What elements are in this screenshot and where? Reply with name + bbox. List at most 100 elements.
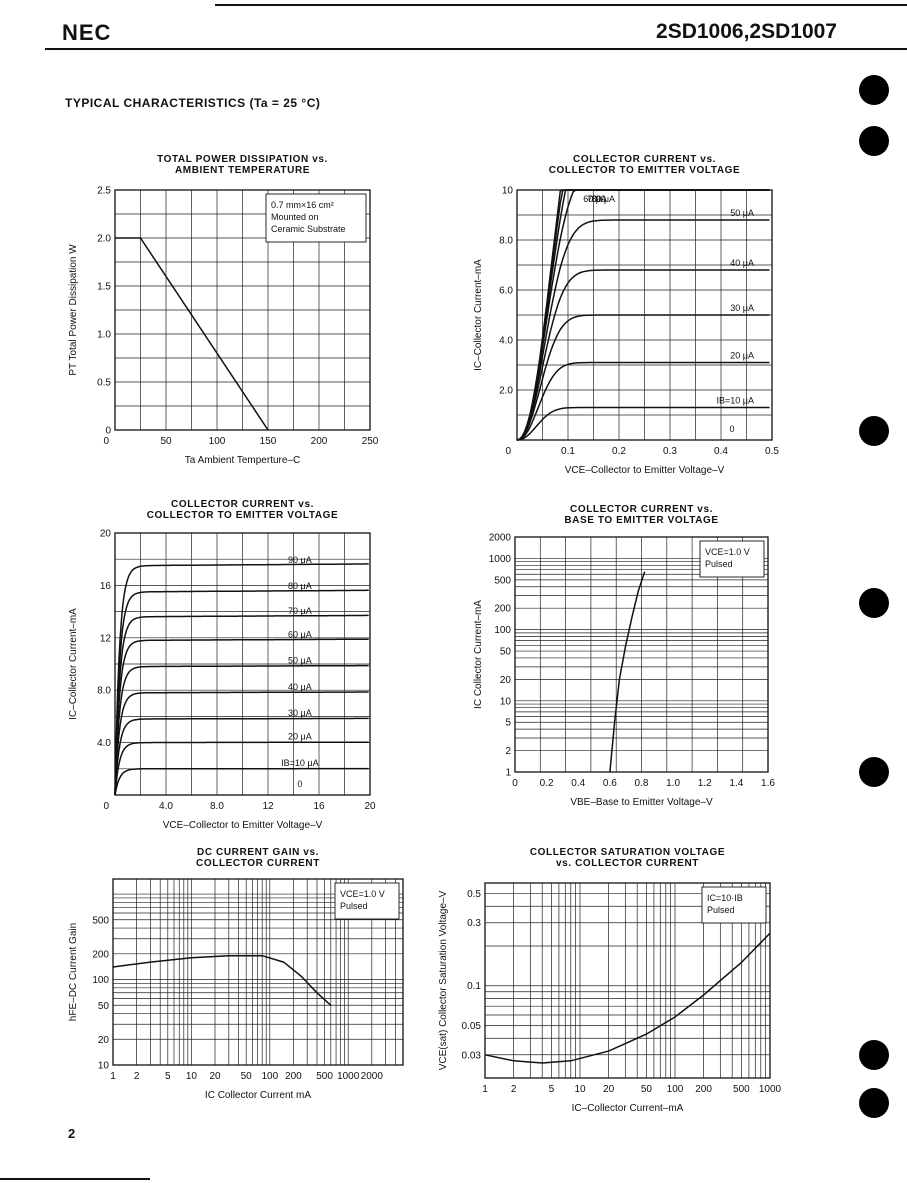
curve-ib-3 (516, 269, 770, 441)
curve-ib-7 (114, 589, 369, 796)
data-curve-0 (609, 571, 646, 773)
x-tick-label: 10 (186, 1071, 198, 1082)
x-tick-label: 12 (262, 801, 274, 812)
x-tick-label: 200 (285, 1071, 302, 1082)
note-box: VCE=1.0 V Pulsed (699, 540, 765, 578)
note-text: VCE=1.0 V (705, 547, 750, 557)
note-box: IC=10·IB Pulsed (701, 886, 767, 924)
curve-ib-2 (114, 717, 369, 796)
y-tick-label: 0.1 (467, 981, 481, 992)
ic-vce-high-chart: COLLECTOR CURRENT vs.COLLECTOR TO EMITTE… (68, 499, 376, 831)
curve-label: IB=10 μA (281, 758, 318, 768)
chart-title: vs. COLLECTOR CURRENT (556, 858, 699, 869)
curve-ib-0 (516, 406, 770, 441)
x-tick-label: 10 (574, 1084, 586, 1095)
punch-hole-icon (859, 588, 889, 618)
y-axis-label: VCE(sat) Collector Saturation Voltage–V (438, 890, 449, 1070)
x-tick-label: 20 (209, 1071, 221, 1082)
chart-title: COLLECTOR CURRENT vs. (570, 504, 713, 515)
punch-hole-icon (859, 416, 889, 446)
x-tick-label: 0.4 (714, 446, 728, 457)
x-tick-label: 5 (549, 1084, 555, 1095)
x-tick-label: 20 (603, 1084, 615, 1095)
y-axis-label: PT Total Power Dissipation W (68, 244, 79, 376)
note-text: 0.7 mm×16 cm² (271, 200, 334, 210)
ic-vce-low-chart: COLLECTOR CURRENT vs.COLLECTOR TO EMITTE… (473, 154, 779, 476)
y-tick-label: 10 (500, 696, 512, 707)
x-tick-label: 100 (261, 1071, 278, 1082)
y-tick-label: 5 (505, 718, 511, 729)
y-tick-label: 100 (494, 625, 511, 636)
y-tick-label: 1.0 (97, 330, 111, 341)
note-frame (699, 540, 765, 578)
x-tick-label: 200 (311, 436, 328, 447)
curve-ib-3 (114, 691, 369, 796)
curve-ib-2 (516, 314, 770, 441)
y-tick-label: 0.3 (467, 918, 481, 929)
y-tick-label: 4.0 (499, 336, 513, 347)
curve-label: 20 μA (730, 351, 754, 361)
curve-ib-0 (114, 767, 369, 796)
x-tick-label: 100 (209, 436, 226, 447)
y-tick-label: 2 (505, 746, 511, 757)
y-tick-label: 200 (92, 949, 109, 960)
dc-current-gain-chart: DC CURRENT GAIN vs.COLLECTOR CURRENT 1 2 5 1… (68, 847, 404, 1101)
x-axis-label: VCE–Collector to Emitter Voltage–V (163, 820, 323, 831)
y-tick-label: 100 (92, 975, 109, 986)
x-tick-label: 4.0 (159, 801, 173, 812)
origin-label: 0 (103, 436, 109, 447)
page-number: 2 (68, 1126, 76, 1141)
note-box: VCE=1.0 V Pulsed (334, 882, 400, 920)
y-tick-label: 6.0 (499, 286, 513, 297)
x-tick-label: 8.0 (210, 801, 224, 812)
origin-label: 0 (103, 801, 109, 812)
x-tick-label: 0.8 (635, 778, 649, 789)
x-tick-label: 1000 (759, 1084, 782, 1095)
brand-logo: NEC (62, 20, 112, 45)
curve-ib-1 (516, 361, 770, 441)
note-text: VCE=1.0 V (340, 889, 385, 899)
x-tick-label: 0.3 (663, 446, 677, 457)
curve-label: 30 μA (730, 303, 754, 313)
x-tick-label: 250 (362, 436, 379, 447)
chart-title: BASE TO EMITTER VOLTAGE (564, 515, 718, 526)
note-text: Mounted on (271, 212, 319, 222)
origin-label: 0 (505, 446, 511, 457)
x-tick-label: 5 (165, 1071, 171, 1082)
y-tick-label: 2000 (489, 533, 512, 544)
y-tick-label: 8.0 (97, 686, 111, 697)
y-tick-label: 0.5 (467, 889, 481, 900)
y-tick-label: 50 (500, 647, 512, 658)
note-text: Ceramic Substrate (271, 224, 346, 234)
x-axis-label: IC Collector Current mA (205, 1090, 311, 1101)
x-tick-label: 0 (512, 778, 518, 789)
y-axis-label: IC–Collector Current–mA (473, 259, 484, 371)
curve-label: 20 μA (288, 732, 312, 742)
power-dissipation-chart: TOTAL POWER DISSIPATION vs.AMBIENT TEMPE… (68, 154, 379, 466)
curve-label: 90 (595, 194, 605, 204)
header-bottom-rule (45, 48, 907, 50)
x-tick-label: 1.0 (666, 778, 680, 789)
data-curve-0 (112, 954, 332, 1006)
x-tick-label: 0.1 (561, 446, 575, 457)
y-tick-label: 2.0 (97, 234, 111, 245)
y-tick-label: 1.5 (97, 282, 111, 293)
curve-label: 60 μA (288, 629, 312, 639)
note-frame (701, 886, 767, 924)
chart-grid (484, 883, 771, 1079)
plot-frame (484, 882, 771, 1079)
y-axis-label: hFE–DC Current Gain (68, 923, 79, 1021)
curve-label: 90 μA (288, 555, 312, 565)
x-tick-label: 500 (733, 1084, 750, 1095)
x-tick-label: 50 (160, 436, 172, 447)
note-box: 0.7 mm×16 cm² Mounted on Ceramic Substrate (265, 193, 367, 243)
x-tick-label: 50 (641, 1084, 653, 1095)
y-tick-label: 12 (100, 633, 112, 644)
chart-title: TOTAL POWER DISSIPATION vs. (157, 154, 328, 165)
curve-label: 70 (587, 194, 597, 204)
curve-ib-8 (516, 189, 770, 441)
y-tick-label: 2.5 (97, 186, 111, 197)
note-text: Pulsed (705, 559, 733, 569)
x-tick-label: 2000 (361, 1071, 384, 1082)
